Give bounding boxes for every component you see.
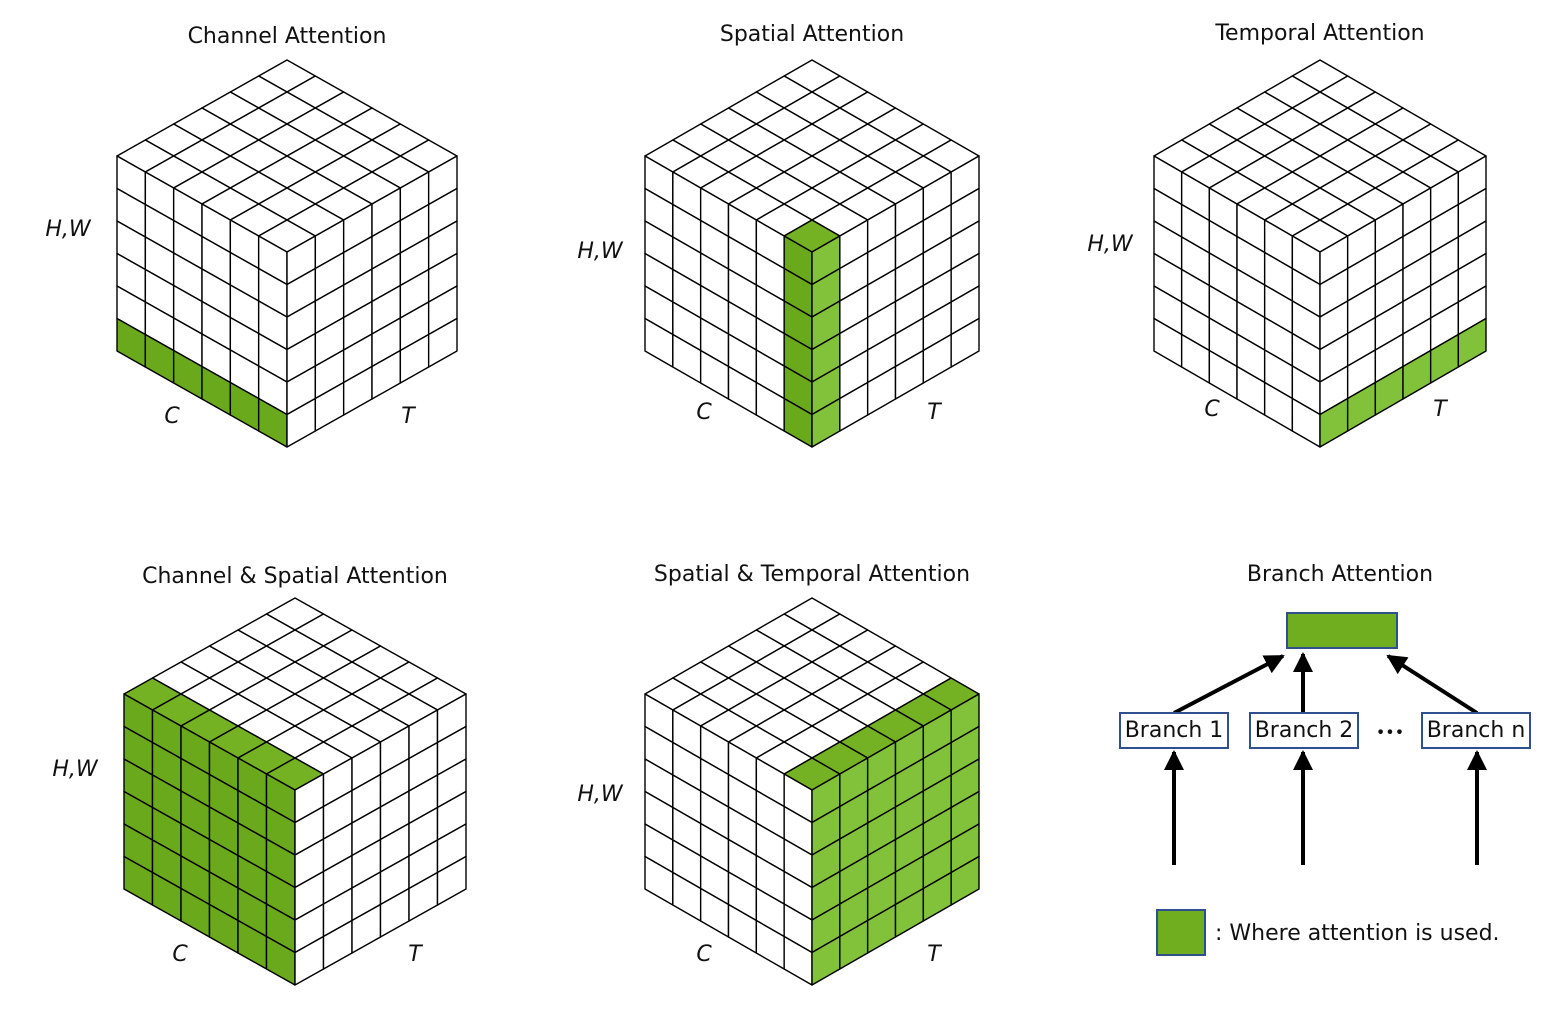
- panel-title: Channel & Spatial Attention: [142, 564, 448, 589]
- axis-label: C: [172, 942, 188, 967]
- axis-label: H,W: [52, 757, 99, 782]
- cubes: Channel Attention H,W C T Spatial Attention H…: [45, 21, 1487, 986]
- panel-title: Channel Attention: [188, 24, 387, 49]
- axis-label: H,W: [1087, 232, 1134, 257]
- panel-title: Spatial & Temporal Attention: [654, 562, 970, 587]
- cube-cell: [436, 855, 467, 906]
- fused-box: [1286, 612, 1398, 649]
- axis-label: C: [164, 404, 180, 429]
- branch-box: [1421, 712, 1531, 749]
- branch-label: Branch 2: [1255, 718, 1354, 743]
- axis-label: C: [696, 400, 712, 425]
- axis-label: T: [401, 404, 416, 429]
- axis-label: T: [1433, 397, 1448, 422]
- panel-title: Temporal Attention: [1214, 21, 1424, 46]
- axis-label: H,W: [577, 239, 624, 264]
- cube-cell: [1457, 317, 1487, 368]
- axis-label: T: [927, 400, 942, 425]
- ellipsis: •••: [1376, 723, 1404, 742]
- branch-box: [1119, 712, 1229, 749]
- axis-label: T: [927, 942, 942, 967]
- cube-cell: [950, 317, 980, 368]
- axis-label: H,W: [577, 782, 624, 807]
- legend-text: : Where attention is used.: [1215, 921, 1500, 946]
- panel-title: Spatial Attention: [720, 22, 904, 47]
- branch-title: Branch Attention: [1247, 562, 1433, 587]
- axis-label: T: [408, 942, 423, 967]
- axis-label: C: [1204, 397, 1220, 422]
- branch-label: Branch n: [1427, 718, 1526, 743]
- axis-label: C: [696, 942, 712, 967]
- legend-swatch: [1156, 909, 1206, 956]
- axis-label: H,W: [45, 217, 92, 242]
- cube-cell: [427, 317, 458, 368]
- cube-cell: [950, 855, 980, 906]
- branch-box: [1249, 712, 1359, 749]
- arrows: [1164, 652, 1487, 865]
- branch-label: Branch 1: [1125, 718, 1224, 743]
